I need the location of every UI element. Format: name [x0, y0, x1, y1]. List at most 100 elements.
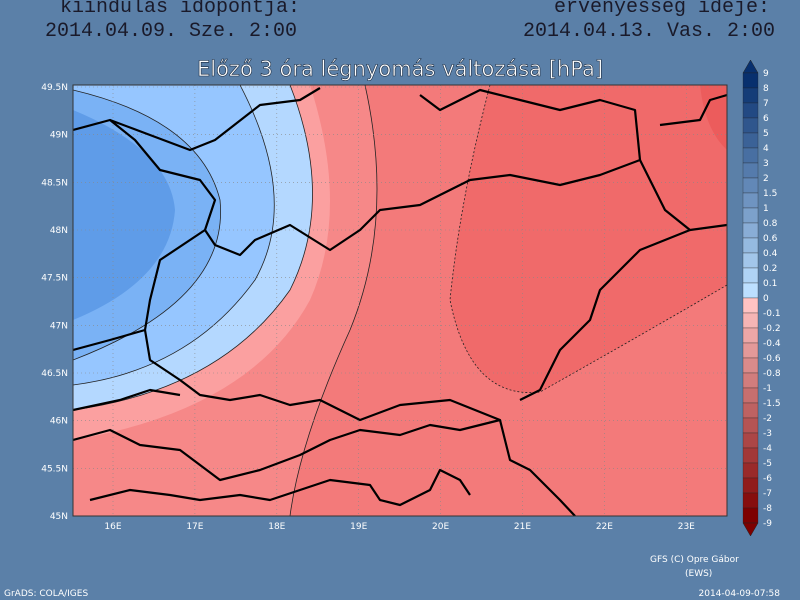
- border: [73, 388, 181, 412]
- colorbar-label: 0: [763, 294, 769, 304]
- border: [143, 329, 576, 516]
- border: [519, 228, 691, 401]
- map-title: Előző 3 óra légnyomás változása [hPa]: [197, 57, 603, 81]
- colorbar-label: -0.8: [763, 369, 781, 379]
- colorbar-label: 6: [763, 114, 769, 124]
- lon-label: 16E: [104, 522, 121, 532]
- colorbar-label: 0.8: [763, 219, 778, 229]
- colorbar-swatch: [742, 72, 759, 89]
- colorbar-swatch: [742, 372, 759, 389]
- colorbar-swatch: [742, 132, 759, 149]
- colorbar-label: 0.2: [763, 264, 777, 274]
- colorbar-label: -9: [763, 519, 772, 529]
- colorbar-label: 4: [763, 144, 769, 154]
- map-frame: [72, 84, 728, 517]
- valid-value: 2014.04.13. Vas. 2:00: [523, 20, 775, 43]
- colorbar-label: -0.1: [763, 309, 781, 319]
- colorbar-label: 5: [763, 129, 769, 139]
- lon-label: 21E: [514, 522, 531, 532]
- lon-label: 20E: [432, 522, 449, 532]
- colorbar-swatch: [742, 267, 759, 284]
- credit: GFS (C) Opre Gábor: [650, 555, 739, 565]
- border: [639, 159, 727, 232]
- grid: [73, 85, 727, 516]
- colorbar-swatch: [742, 477, 759, 494]
- colorbar-swatch: [742, 462, 759, 479]
- valid-label: érvényesség ideje:: [554, 0, 770, 19]
- colorbar-swatch: [742, 402, 759, 419]
- contour: [449, 85, 727, 393]
- lon-label: 22E: [596, 522, 613, 532]
- map-field: [73, 85, 727, 516]
- colorbar-label: -8: [763, 504, 772, 514]
- colorbar-swatch: [742, 447, 759, 464]
- colorbar-swatch: [742, 282, 759, 299]
- colorbar-label: -3: [763, 429, 772, 439]
- colorbar-swatch: [742, 387, 759, 404]
- colorbar-swatch: [742, 102, 759, 119]
- contour: [73, 85, 275, 386]
- colorbar-swatch: [742, 177, 759, 194]
- lat-label: 47.5N: [41, 274, 68, 284]
- colorbar-label: 1: [763, 204, 769, 214]
- lon-label: 23E: [678, 522, 695, 532]
- colorbar-swatch: [742, 237, 759, 254]
- colorbar-swatch: [742, 342, 759, 359]
- lat-label: 48.5N: [41, 178, 68, 188]
- colorbar-label: -1.5: [763, 399, 781, 409]
- colorbar-label: 8: [763, 84, 769, 94]
- colorbar-swatch: [742, 297, 759, 314]
- colorbar-swatch: [742, 207, 759, 224]
- contour: [289, 85, 378, 516]
- border: [659, 93, 727, 127]
- lon-label: 17E: [186, 522, 203, 532]
- colorbar-label: 3: [763, 159, 769, 169]
- colorbar-swatch: [742, 507, 759, 524]
- border: [89, 468, 471, 507]
- field-blue4: [73, 110, 175, 320]
- colorbar-label: 0.1: [763, 279, 777, 289]
- colorbar-label: -0.6: [763, 354, 781, 364]
- colorbar-label: -0.2: [763, 324, 781, 334]
- colorbar-swatch: [742, 492, 759, 509]
- border: [73, 87, 321, 152]
- lon-label: 18E: [268, 522, 285, 532]
- lon-label: 19E: [350, 522, 367, 532]
- software: GrADS: COLA/IGES: [4, 589, 88, 599]
- colorbar-label: 0.6: [763, 234, 778, 244]
- start-label: kiindulás időpontja:: [60, 0, 300, 19]
- colorbar-label: -1: [763, 384, 772, 394]
- colorbar-swatch: [742, 147, 759, 164]
- colorbar-label: 7: [763, 99, 769, 109]
- colorbar-label: -0.4: [763, 339, 781, 349]
- start-value: 2014.04.09. Sze. 2:00: [45, 20, 297, 43]
- colorbar-swatch: [742, 312, 759, 329]
- colorbar-label: -6: [763, 474, 772, 484]
- border: [109, 88, 642, 257]
- colorbar-swatch: [742, 117, 759, 134]
- colorbar-arrow: [742, 522, 759, 537]
- colorbar-label: 2: [763, 174, 769, 184]
- colorbar-swatch: [742, 357, 759, 374]
- lat-label: 45.5N: [41, 464, 68, 474]
- lat-label: 49.5N: [41, 83, 68, 93]
- colorbar-label: 1.5: [763, 189, 777, 199]
- colorbar-swatch: [742, 192, 759, 209]
- lat-label: 48N: [50, 226, 68, 236]
- colorbar-label: -7: [763, 489, 772, 499]
- source: (EWS): [685, 569, 712, 579]
- colorbar-swatch: [742, 162, 759, 179]
- field-darker: [700, 85, 727, 150]
- colorbar-swatch: [742, 222, 759, 239]
- lat-label: 46N: [50, 417, 68, 427]
- colorbar-label: 0.4: [763, 249, 778, 259]
- colorbar-label: 9: [763, 69, 769, 79]
- colorbar-label: -4: [763, 444, 772, 454]
- colorbar-arrow: [742, 59, 759, 74]
- colorbar-swatch: [742, 87, 759, 104]
- timestamp: 2014-04-09-07:58: [699, 589, 781, 599]
- border: [73, 418, 501, 482]
- lat-label: 49N: [50, 131, 68, 141]
- lat-label: 47N: [50, 321, 68, 331]
